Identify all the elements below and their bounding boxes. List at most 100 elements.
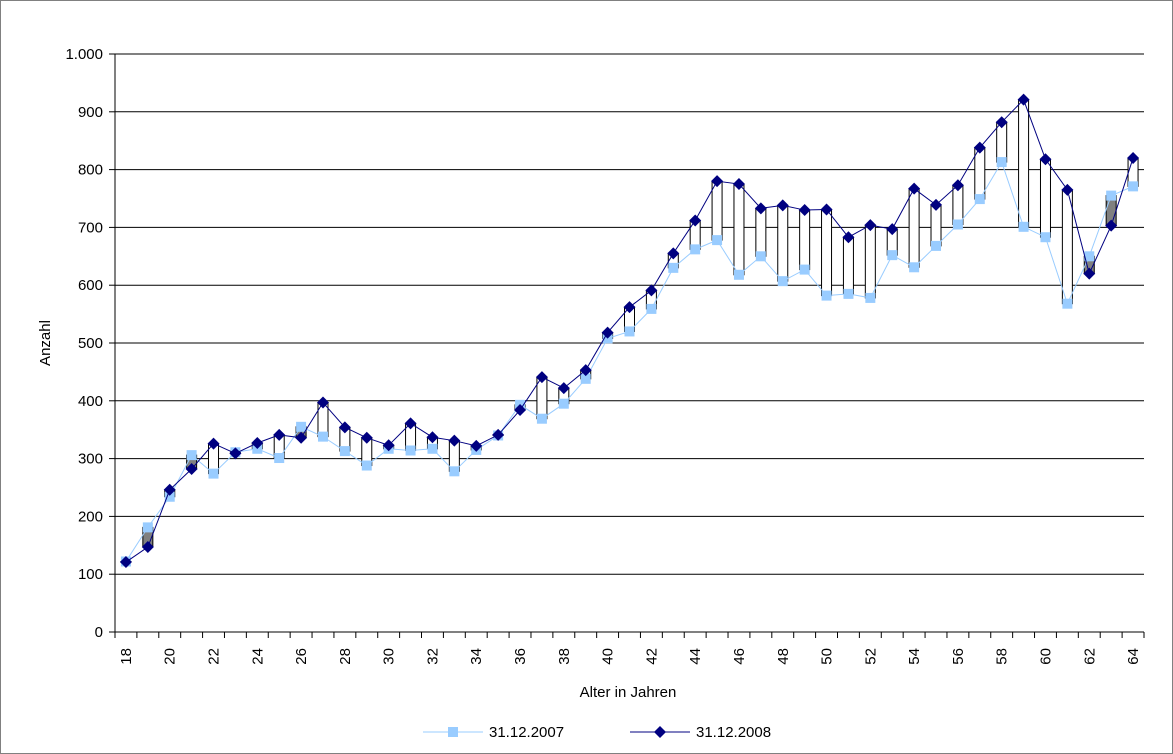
y-tick-label: 700 [78, 219, 103, 236]
data-point-2008 [820, 203, 833, 216]
data-point-2008 [908, 182, 921, 195]
data-point-2007 [274, 453, 285, 464]
data-point-2007 [1128, 181, 1139, 192]
x-tick-label: 42 [643, 648, 660, 665]
data-point-2007 [843, 288, 854, 299]
data-point-2008 [689, 214, 702, 227]
data-point-2008 [667, 247, 680, 260]
data-point-2008 [185, 463, 198, 476]
data-point-2008 [514, 404, 527, 417]
legend-label-2007: 31.12.2007 [489, 724, 564, 741]
data-point-2008 [842, 231, 855, 244]
y-tick-label: 600 [78, 277, 103, 294]
data-point-2007 [733, 269, 744, 280]
legend-marker-2007 [448, 727, 458, 737]
up-bar [908, 188, 920, 268]
data-point-2008 [776, 199, 789, 212]
data-point-2007 [405, 445, 416, 456]
data-point-2008 [1017, 93, 1030, 106]
x-tick-label: 58 [994, 648, 1011, 665]
legend-label-2008: 31.12.2008 [696, 724, 771, 741]
data-point-2007 [668, 262, 679, 273]
data-point-2007 [755, 251, 766, 262]
x-tick-label: 20 [162, 648, 179, 665]
up-bar [864, 224, 876, 299]
x-tick-label: 32 [424, 648, 441, 665]
data-point-2008 [273, 428, 286, 441]
data-point-2007 [317, 431, 328, 442]
data-point-2008 [295, 431, 308, 444]
data-point-2007 [974, 194, 985, 205]
x-tick-label: 60 [1037, 648, 1054, 665]
up-bar [842, 236, 854, 295]
data-point-2007 [690, 244, 701, 255]
x-tick-label: 50 [819, 648, 836, 665]
data-point-2007 [296, 421, 307, 432]
data-point-2007 [449, 466, 460, 477]
data-point-2007 [931, 240, 942, 251]
data-point-2007 [1106, 190, 1117, 201]
data-point-2008 [864, 219, 877, 232]
axes: 0 100 200 300 400 500 600 700 800 900 1.000 18 20 22 2… [65, 46, 1145, 665]
data-point-2007 [580, 373, 591, 384]
up-bar [1061, 189, 1073, 305]
data-point-2008 [1039, 153, 1052, 166]
data-point-2007 [361, 460, 372, 471]
data-point-2007 [1084, 251, 1095, 262]
data-point-2007 [887, 250, 898, 261]
data-point-2008 [426, 431, 439, 444]
data-point-2008 [732, 178, 745, 191]
data-point-2008 [470, 439, 483, 452]
data-point-2007 [427, 443, 438, 454]
data-point-2007 [1040, 232, 1051, 243]
data-point-2008 [316, 396, 329, 409]
data-point-2008 [163, 483, 176, 496]
y-tick-label: 900 [78, 104, 103, 121]
y-tick-label: 800 [78, 162, 103, 179]
data-point-2008 [1105, 219, 1118, 232]
data-point-2007 [909, 262, 920, 273]
data-point-2008 [995, 116, 1008, 129]
data-point-2008 [623, 301, 636, 314]
up-bar [536, 376, 548, 420]
x-tick-label: 62 [1081, 648, 1098, 665]
data-point-2008 [557, 382, 570, 395]
data-point-2008 [1083, 267, 1096, 280]
x-tick-label: 46 [731, 648, 748, 665]
data-point-2008 [119, 556, 132, 569]
up-bar [777, 204, 789, 282]
data-point-2007 [777, 276, 788, 287]
data-point-2007 [1018, 221, 1029, 232]
data-point-2007 [996, 157, 1007, 168]
x-tick-label: 24 [249, 648, 266, 665]
gridlines [115, 53, 1144, 575]
data-point-2008 [360, 431, 373, 444]
x-tick-label: 30 [381, 648, 398, 665]
up-bar [1039, 158, 1051, 238]
x-tick-label: 28 [337, 648, 354, 665]
x-tick-label: 56 [950, 648, 967, 665]
y-tick-label: 200 [78, 508, 103, 525]
data-point-2008 [535, 371, 548, 384]
data-point-2007 [821, 290, 832, 301]
y-tick-label: 300 [78, 451, 103, 468]
legend-marker-2008 [654, 726, 666, 738]
data-point-2007 [536, 413, 547, 424]
y-tick-label: 500 [78, 335, 103, 352]
data-point-2008 [601, 326, 614, 339]
data-point-2007 [164, 491, 175, 502]
y-tick-label: 400 [78, 393, 103, 410]
x-tick-label: 36 [512, 648, 529, 665]
data-point-2008 [886, 223, 899, 236]
data-point-2007 [339, 446, 350, 457]
up-bar [711, 180, 723, 241]
up-bar [755, 207, 767, 257]
data-point-2007 [1062, 298, 1073, 309]
data-point-2007 [865, 292, 876, 303]
data-point-2008 [251, 436, 264, 449]
x-tick-label: 40 [600, 648, 617, 665]
x-axis-title: Alter in Jahren [580, 684, 677, 701]
x-tick-label: 52 [862, 648, 879, 665]
data-point-2008 [645, 284, 658, 297]
